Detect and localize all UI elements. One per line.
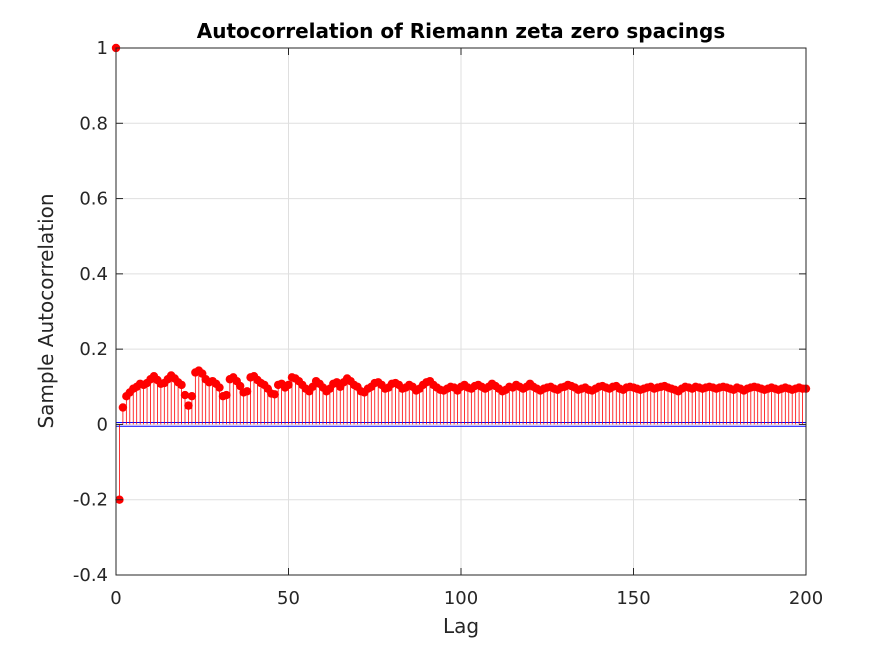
stem-marker	[180, 390, 190, 400]
ticks: 0 50 100 150 200 -0.4 -0.2 0 0.2 0.4 0.6 0.8 1	[73, 38, 823, 609]
stem-marker	[215, 383, 224, 392]
x-tick-label: 50	[277, 588, 300, 609]
y-tick-label: 0.8	[79, 113, 108, 134]
stem-marker	[236, 381, 245, 391]
stem-marker	[118, 403, 128, 412]
stem-series	[111, 43, 811, 504]
y-tick-label: -0.2	[73, 490, 108, 511]
x-tick-label: 100	[444, 588, 478, 609]
chart-title: Autocorrelation of Riemann zeta zero spa…	[197, 19, 726, 43]
stem-marker	[177, 380, 186, 390]
stem-marker	[184, 401, 193, 410]
y-tick-label: 1	[97, 38, 108, 59]
y-tick-label: 0.2	[79, 339, 108, 360]
y-axis-label: Sample Autocorrelation	[34, 193, 58, 428]
stem-marker	[284, 380, 293, 390]
x-tick-label: 0	[110, 588, 121, 609]
y-tick-label: 0.6	[79, 189, 108, 210]
y-tick-label: 0	[97, 414, 108, 435]
stem-marker	[242, 387, 252, 396]
x-tick-label: 150	[616, 588, 650, 609]
stem-marker	[222, 390, 231, 400]
stem-marker	[187, 391, 197, 401]
x-tick-label: 200	[789, 588, 823, 609]
stem-marker	[270, 390, 279, 399]
x-axis-label: Lag	[443, 614, 479, 638]
y-tick-label: -0.4	[73, 565, 108, 586]
y-tick-label: 0.4	[79, 264, 108, 285]
